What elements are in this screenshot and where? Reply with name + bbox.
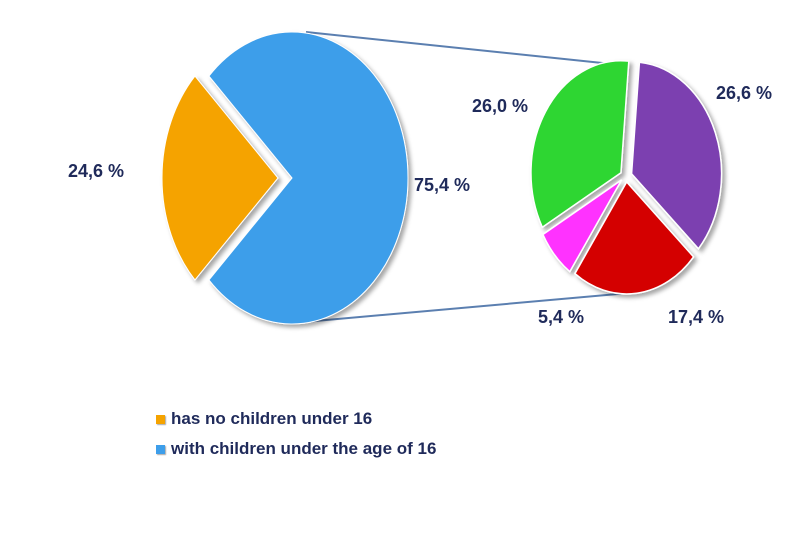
slice-red [573, 180, 695, 295]
slice-no-children [161, 75, 279, 281]
legend-label-no-children: has no children under 16 [171, 409, 373, 428]
connector-line-bottom [303, 291, 641, 323]
label-green: 26,0 % [472, 96, 528, 116]
legend-swatch-blue [156, 444, 165, 454]
slice-green [530, 59, 630, 229]
legend-item-with-children: with children under the age of 16 [156, 434, 436, 464]
legend-item-no-children: has no children under 16 [156, 404, 436, 434]
legend-label-with-children: with children under the age of 16 [171, 439, 437, 458]
slice-purple [630, 61, 723, 250]
slice-magenta [541, 179, 623, 273]
label-magenta: 5,4 % [538, 307, 584, 327]
slice-with-children [208, 31, 409, 325]
label-purple: 26,6 % [716, 83, 772, 103]
label-red: 17,4 % [668, 307, 724, 327]
connector-line-top [305, 31, 613, 65]
label-no-children: 24,6 % [68, 161, 124, 181]
label-with-children: 75,4 % [414, 175, 470, 195]
legend-swatch-orange [156, 414, 165, 424]
legend: has no children under 16 with children u… [156, 404, 436, 464]
